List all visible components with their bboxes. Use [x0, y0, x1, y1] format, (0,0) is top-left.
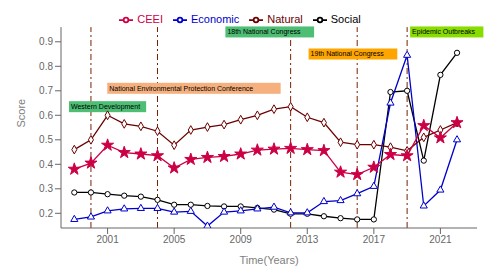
svg-text:Western Development: Western Development: [71, 103, 140, 111]
svg-text:2005: 2005: [163, 234, 186, 245]
svg-text:National Environmental Protect: National Environmental Protection Confer…: [109, 85, 253, 92]
svg-text:Epidemic Outbreaks: Epidemic Outbreaks: [412, 28, 476, 36]
svg-text:18th National Congress: 18th National Congress: [227, 28, 301, 36]
svg-text:0.6: 0.6: [39, 110, 53, 121]
svg-text:19th National Congress: 19th National Congress: [311, 50, 385, 58]
svg-text:2013: 2013: [296, 234, 319, 245]
svg-text:Score: Score: [15, 99, 27, 128]
svg-text:2009: 2009: [230, 234, 253, 245]
svg-text:Time(Years): Time(Years): [239, 254, 298, 266]
svg-text:0.8: 0.8: [39, 61, 53, 72]
html-text:Natural: Natural: [267, 13, 303, 25]
svg-text:0.5: 0.5: [39, 134, 53, 145]
svg-text:0.3: 0.3: [39, 183, 53, 194]
svg-text:0.9: 0.9: [39, 36, 53, 47]
svg-text:0.2: 0.2: [39, 208, 53, 219]
html-text:Social: Social: [330, 13, 361, 25]
html-text:Economic: Economic: [191, 13, 240, 25]
svg-text:2001: 2001: [96, 234, 119, 245]
svg-text:0.4: 0.4: [39, 159, 53, 170]
html-text:CEEI: CEEI: [137, 13, 163, 25]
svg-text:0.7: 0.7: [39, 85, 53, 96]
svg-text:2021: 2021: [429, 234, 452, 245]
svg-text:2017: 2017: [363, 234, 386, 245]
